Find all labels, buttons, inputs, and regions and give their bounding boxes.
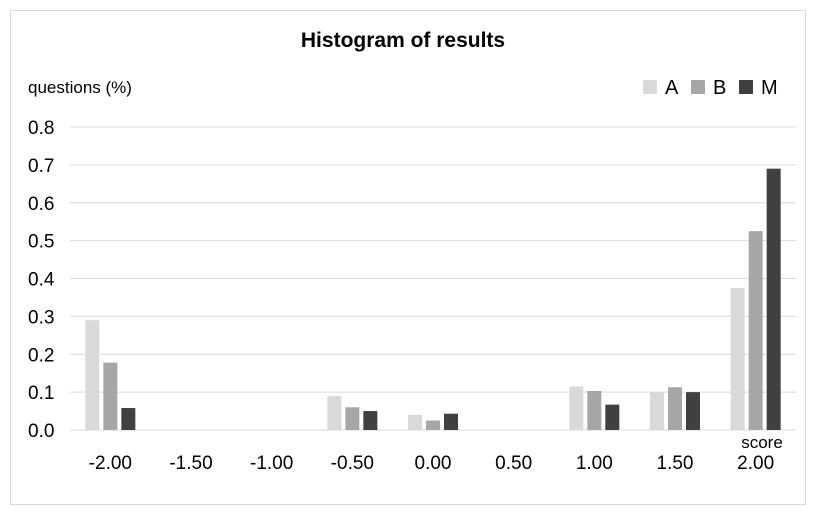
y-tick-labels: 0.0 0.1 0.2 0.3 0.4 0.5 0.6 0.7 0.8 — [28, 118, 55, 442]
y-tick-label-4: 0.4 — [28, 270, 55, 291]
x-tick-label-2: -1.00 — [250, 453, 293, 474]
bar-A-7 — [650, 392, 664, 430]
bar-A-0 — [85, 320, 100, 430]
y-tick-label-5: 0.5 — [28, 232, 54, 253]
y-tick-label-8: 0.8 — [28, 118, 54, 139]
legend-swatch-A — [643, 80, 657, 94]
bar-M-8 — [766, 168, 781, 430]
x-tick-label-0: -2.00 — [89, 453, 132, 474]
bar-M-7 — [686, 392, 700, 430]
y-tick-label-7: 0.7 — [28, 156, 54, 177]
bar-B-6 — [587, 390, 602, 430]
y-tick-label-6: 0.6 — [28, 194, 54, 215]
y-tick-label-3: 0.3 — [28, 307, 54, 328]
bars — [85, 168, 781, 430]
bar-B-3 — [345, 407, 360, 430]
chart-title: Histogram of results — [301, 29, 505, 52]
legend-label-M: M — [761, 77, 778, 99]
bar-A-8 — [730, 287, 745, 430]
x-tick-label-3: -0.50 — [331, 453, 374, 474]
bar-A-6 — [569, 386, 584, 430]
bar-B-4 — [426, 420, 440, 430]
x-tick-label-1: -1.50 — [169, 453, 212, 474]
bar-M-0 — [121, 408, 136, 430]
x-tick-label-7: 1.50 — [657, 453, 694, 474]
legend-swatch-M — [739, 80, 753, 94]
bar-A-4 — [408, 414, 422, 430]
y-tick-label-2: 0.2 — [28, 345, 54, 366]
bar-M-4 — [444, 413, 458, 430]
x-tick-label-4: 0.00 — [415, 453, 452, 474]
bar-M-3 — [363, 411, 378, 430]
x-tick-label-5: 0.50 — [495, 453, 532, 474]
y-tick-label-1: 0.1 — [28, 383, 54, 404]
y-axis-label: questions (%) — [28, 78, 132, 97]
x-tick-label-6: 1.00 — [576, 453, 613, 474]
bar-B-7 — [668, 387, 682, 430]
bar-M-6 — [605, 404, 620, 430]
x-axis-label: score — [741, 433, 783, 452]
x-tick-labels: -2.00 -1.50 -1.00 -0.50 0.00 0.50 1.00 1.50 2.00 — [89, 453, 774, 474]
legend-label-A: A — [665, 77, 679, 99]
bar-A-3 — [327, 395, 342, 430]
bar-B-0 — [103, 362, 118, 430]
y-tick-label-0: 0.0 — [28, 421, 54, 442]
legend-label-B: B — [713, 77, 726, 99]
bar-B-8 — [748, 231, 763, 430]
x-tick-label-8: 2.00 — [737, 453, 774, 474]
grid-lines — [70, 126, 796, 431]
legend-swatch-B — [691, 80, 705, 94]
